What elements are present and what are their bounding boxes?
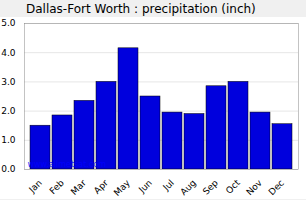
html-text:Dallas-Fort Worth : precipitat: Dallas-Fort Worth : precipitation (inch) [26,2,256,16]
svg-text:www.allmetsat.com: www.allmetsat.com [28,160,107,169]
svg-text:Feb: Feb [48,178,67,197]
svg-text:Jan: Jan [26,178,44,196]
svg-text:4.0: 4.0 [1,48,16,58]
svg-text:5.0: 5.0 [1,18,16,28]
svg-text:2.0: 2.0 [1,106,16,116]
svg-text:1.0: 1.0 [1,135,16,145]
svg-text:Sep: Sep [201,178,220,197]
svg-text:Nov: Nov [244,177,264,197]
svg-text:May: May [112,177,133,198]
svg-text:3.0: 3.0 [1,77,16,87]
svg-text:Dec: Dec [267,178,286,197]
svg-text:Oct: Oct [224,177,242,195]
svg-text:Jun: Jun [136,178,154,196]
svg-text:0.0: 0.0 [1,164,16,174]
svg-text:Aug: Aug [178,178,198,198]
svg-text:Mar: Mar [69,177,88,196]
svg-text:Jul: Jul [160,178,175,193]
svg-text:Apr: Apr [92,178,110,196]
